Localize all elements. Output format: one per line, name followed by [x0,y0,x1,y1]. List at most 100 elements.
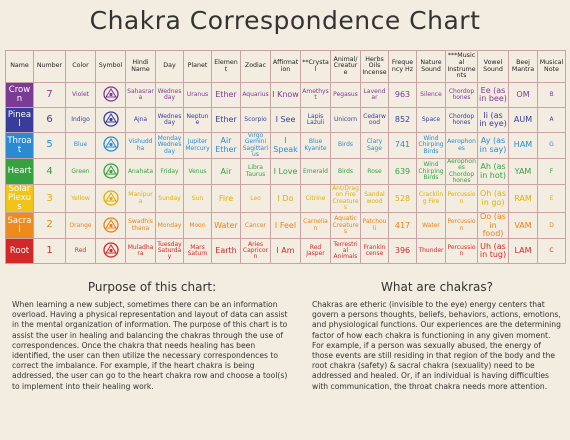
cell: Blue Kyanite [300,131,331,160]
cell: RAM [508,184,538,214]
cell: Chordophones [445,107,478,133]
header-cell: Herbs Oils Incense [360,50,389,83]
header-cell: Frequency Hz [388,50,417,83]
cell: Muladhara [125,238,156,265]
chakra-row: Root 1 Red Muladhara Tuesday Saturday Mars Sa… [5,238,566,265]
cell: Citrine [300,184,331,214]
cell: Sun [183,184,212,214]
cell: Water [211,212,241,240]
header-cell: Number [33,50,66,83]
cell: 396 [388,238,417,265]
cell: Sahasrara [125,82,156,108]
cell: Red [65,238,96,265]
chakra-table: Name Number Color Symbol Hindi Name Day Planet… [5,50,566,265]
cell: Percussion [445,238,478,265]
cell: I See [270,107,301,133]
cell: Blue [65,131,96,160]
cell: Crackling Fire [416,184,446,214]
cell: VAM [508,212,538,240]
symbol-cell [95,184,126,214]
name-cell: Sacral [5,212,34,240]
cell: Friday [155,158,184,186]
chakra-symbol [102,136,119,153]
cell: Monday [155,212,184,240]
cell: Moon [183,212,212,240]
cell: Venus [183,158,212,186]
cell: Air [211,158,241,186]
cell: 5 [33,131,66,160]
cell: Silence [416,82,446,108]
cell: Ay (as in say) [477,131,509,160]
header-cell: Symbol [95,50,126,83]
cell: Uranus [183,82,212,108]
header-cell: Hindi Name [125,50,156,83]
cell: Ee (as in bee) [477,82,509,108]
cell: Ether [211,107,241,133]
section: What are chakras? Chakras are etheric (i… [312,280,562,392]
chakra-row: Heart 4 Green Anahata Friday Venus Air Libra Ta… [5,158,566,186]
symbol-cell [95,238,126,265]
cell: E [537,184,566,214]
cell: Thunder [416,238,446,265]
cell: I Speak [270,131,301,160]
cell: Indigo [65,107,96,133]
cell: Leo [240,184,271,214]
cell: Yellow [65,184,96,214]
cell: I Love [270,158,301,186]
symbol-cell [95,212,126,240]
header-cell: Day [155,50,184,83]
cell: Sunday [155,184,184,214]
cell: Anahata [125,158,156,186]
cell: Jupiter Mercury [183,131,212,160]
header-cell: Beej Mantra [508,50,538,83]
cell: Aquarius [240,82,271,108]
section-text: When learning a new subject, sometimes t… [12,300,288,391]
name-cell: Crown [5,82,34,108]
name-cell: Solar Plexus [5,184,34,214]
chakra-symbol [102,189,119,206]
cell: 528 [388,184,417,214]
cell: 1 [33,238,66,265]
cell: Uh (as in tug) [477,238,509,265]
header-cell: Affirmation [270,50,301,83]
cell: Carnelian [300,212,331,240]
cell: YAM [508,158,538,186]
cell: Manipura [125,184,156,214]
cell: 7 [33,82,66,108]
cell: Amethyst [300,82,331,108]
cell: Oo (as in food) [477,212,509,240]
cell: Earth [211,238,241,265]
cell: Ajna [125,107,156,133]
name-cell: Throat [5,131,34,160]
header-cell: Musical Note [537,50,566,83]
cell: 963 [388,82,417,108]
section: Purpose of this chart: When learning a n… [12,280,292,392]
cell: Red Jasper [300,238,331,265]
cell: I Do [270,184,301,214]
cell: Emerald [300,158,331,186]
cell: Ether [211,82,241,108]
chakra-symbol [102,242,119,258]
header-cell: Nature Sound [416,50,446,83]
section-text: Chakras are etheric (invisible to the ey… [312,300,561,391]
cell: HAM [508,131,538,160]
cell: Chordophones [445,82,478,108]
cell: Patchouli [360,212,389,240]
cell: C [537,238,566,265]
chakra-row: Sacral 2 Orange Swadhisthana Monday Moon Water… [5,212,566,240]
cell: Tuesday Saturday [155,238,184,265]
cell: 2 [33,212,66,240]
cell: Oh (as in go) [477,184,509,214]
cell: Percussion [445,184,478,214]
cell: OM [508,82,538,108]
header-cell: ***Musical Instruments [445,50,478,83]
cell: Water [416,212,446,240]
cell: Lavendar [360,82,389,108]
cell: Aries Capricorn [240,238,271,265]
symbol-cell [95,131,126,160]
cell: Sandalwood [360,184,389,214]
cell: Ant/Dragon Fire Creatures [330,184,361,214]
cell: Birds [330,131,361,160]
cell: F [537,158,566,186]
